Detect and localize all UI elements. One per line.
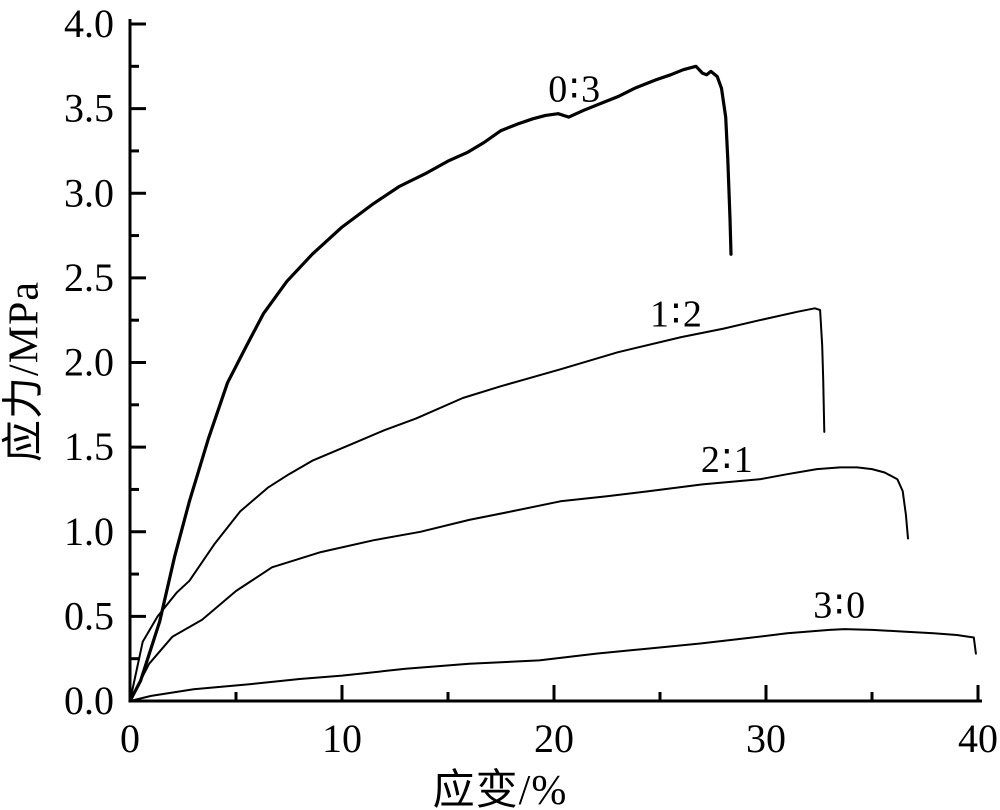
series-label-3-0: 3∶0 bbox=[813, 585, 867, 627]
curve-3-0 bbox=[129, 628, 977, 702]
y-tick-label: 1.5 bbox=[64, 424, 114, 469]
y-tick-label: 2.0 bbox=[64, 340, 114, 385]
curve-2-1 bbox=[129, 466, 909, 702]
curve-1-2 bbox=[129, 307, 826, 702]
y-tick-label: 4.0 bbox=[64, 1, 114, 46]
x-tick-label: 30 bbox=[746, 716, 786, 761]
y-tick-label: 3.5 bbox=[64, 86, 114, 131]
y-tick-label: 2.5 bbox=[64, 255, 114, 300]
x-tick-label: 0 bbox=[120, 716, 140, 761]
y-tick-label: 0.5 bbox=[64, 593, 114, 638]
y-tick-label: 3.0 bbox=[64, 170, 114, 215]
x-tick-label: 20 bbox=[534, 716, 574, 761]
y-tick-label: 0.0 bbox=[64, 678, 114, 723]
x-axis-title: 应变/% bbox=[432, 768, 568, 810]
x-tick-label: 40 bbox=[958, 716, 998, 761]
curve-0-3 bbox=[128, 64, 733, 703]
series-label-0-3: 0∶3 bbox=[548, 68, 602, 110]
series-label-1-2: 1∶2 bbox=[650, 293, 704, 335]
x-tick-label: 10 bbox=[322, 716, 362, 761]
series-label-2-1: 2∶1 bbox=[701, 439, 755, 481]
y-tick-label: 1.0 bbox=[64, 509, 114, 554]
y-axis-title: 应力/MPa bbox=[1, 281, 48, 463]
